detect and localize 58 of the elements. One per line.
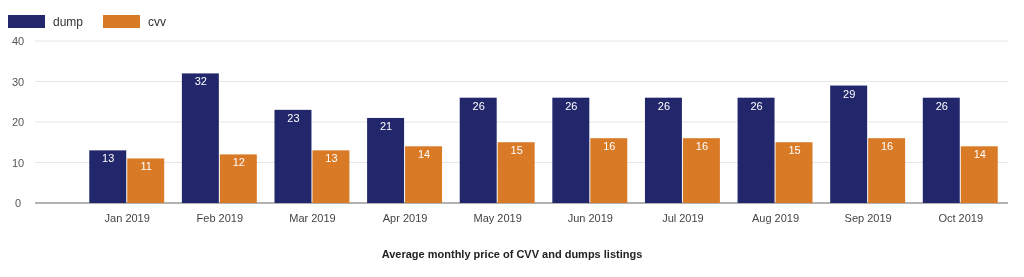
data-label: 11 xyxy=(140,160,152,173)
bar xyxy=(590,138,628,203)
bar xyxy=(459,97,497,203)
bar xyxy=(367,117,405,203)
data-label: 16 xyxy=(695,140,709,153)
data-label: 32 xyxy=(194,75,207,88)
data-label: 13 xyxy=(102,152,115,165)
data-label: 26 xyxy=(565,99,578,112)
data-label: 16 xyxy=(603,140,616,153)
bar xyxy=(274,109,312,203)
x-tick-label: Apr 2019 xyxy=(382,212,428,224)
y-tick-label: 0 xyxy=(14,197,22,209)
data-label: 26 xyxy=(750,99,763,112)
bar xyxy=(497,142,535,203)
x-tick-label: Jan 2019 xyxy=(104,212,150,224)
bar xyxy=(127,158,165,203)
bar xyxy=(89,150,127,203)
data-label: 15 xyxy=(788,144,801,157)
data-label: 26 xyxy=(472,99,485,112)
data-label: 23 xyxy=(287,111,300,124)
data-label: 14 xyxy=(417,148,431,161)
bar xyxy=(552,97,590,203)
y-tick-label: 30 xyxy=(11,75,25,88)
y-tick-label: 20 xyxy=(11,116,25,128)
text: Average monthly price of CVV and dumps listings xyxy=(381,248,643,260)
bar xyxy=(644,97,682,203)
legend-label: dump xyxy=(53,15,84,29)
bar xyxy=(868,138,906,203)
bar xyxy=(181,73,219,203)
y-tick-label: 10 xyxy=(11,156,25,169)
x-tick-label: Aug 2019 xyxy=(751,212,800,224)
bar xyxy=(960,146,998,203)
data-label: 21 xyxy=(379,119,393,132)
bar xyxy=(682,138,720,203)
bar xyxy=(219,154,257,203)
x-tick-label: Oct 2019 xyxy=(938,212,984,224)
data-label: 15 xyxy=(510,144,523,157)
data-label: 12 xyxy=(232,156,245,169)
x-tick-label: Jul 2019 xyxy=(662,212,704,224)
x-tick-label: Jun 2019 xyxy=(567,212,613,224)
bar xyxy=(737,97,775,203)
data-label: 13 xyxy=(325,152,338,165)
data-label: 29 xyxy=(843,87,856,100)
x-tick-label: May 2019 xyxy=(473,212,522,224)
bar xyxy=(922,97,960,203)
x-tick-label: Feb 2019 xyxy=(196,212,244,224)
bar xyxy=(775,142,813,203)
bar xyxy=(312,150,350,203)
bar xyxy=(405,146,443,203)
bar xyxy=(830,85,868,203)
data-label: 14 xyxy=(973,148,986,161)
data-label: 16 xyxy=(881,140,894,153)
x-tick-label: Sep 2019 xyxy=(844,212,892,224)
x-tick-label: Mar 2019 xyxy=(289,212,336,224)
data-label: 26 xyxy=(657,99,671,112)
legend-label: cvv xyxy=(148,15,166,29)
data-label: 26 xyxy=(935,99,948,112)
y-tick-label: 40 xyxy=(11,35,25,47)
